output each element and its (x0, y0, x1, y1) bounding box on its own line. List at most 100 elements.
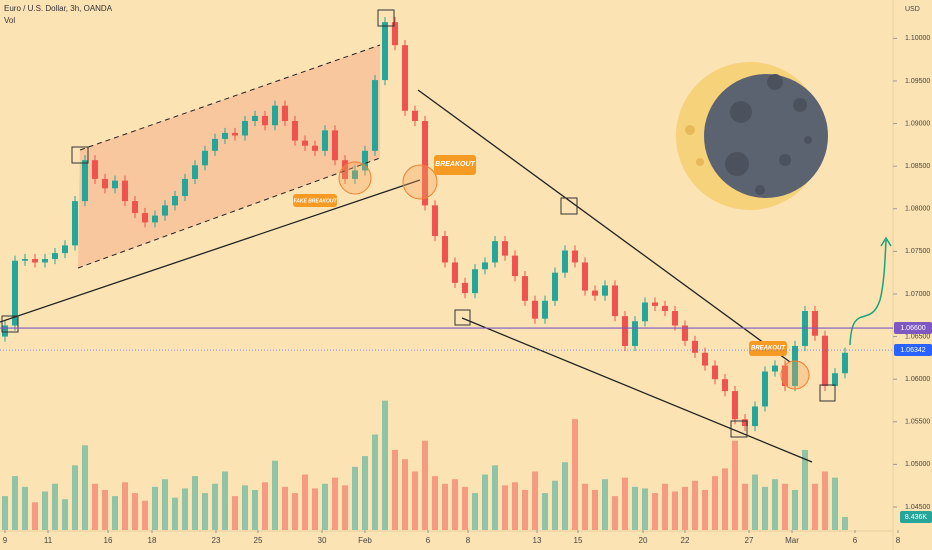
pivot-box (730, 420, 748, 438)
volume-bar (712, 476, 718, 530)
price-label-box (894, 322, 932, 335)
candle-body (42, 259, 48, 263)
candle-body (442, 236, 448, 263)
candle-body (192, 165, 198, 179)
candle-body (772, 365, 778, 372)
volume-bar (42, 491, 48, 530)
x-tick-label: 25 (254, 536, 263, 545)
price-label: 1.06600 (900, 325, 925, 332)
volume-bar (482, 474, 488, 530)
x-tick-label: 6 (426, 536, 431, 545)
volume-bar (392, 449, 398, 530)
candle-body (762, 371, 768, 407)
candle-body (562, 250, 568, 273)
y-tick-label: 1.05000 (905, 461, 930, 468)
candle-body (492, 241, 498, 263)
volume-bar (742, 483, 748, 530)
candle-body (182, 178, 188, 196)
pivot-box (377, 9, 395, 27)
candle-body (312, 145, 318, 151)
volume-bar (262, 482, 268, 530)
pivot-box (1, 315, 19, 333)
arrow-head (880, 236, 892, 247)
candle-body (482, 262, 488, 270)
x-tick-label: 16 (104, 536, 113, 545)
candle-body (722, 379, 728, 392)
x-tick-label: Mar (785, 536, 799, 545)
volume-bar (552, 480, 558, 530)
candle-body (512, 255, 518, 277)
volume-bar (32, 502, 38, 530)
x-tick-label: Feb (358, 536, 372, 545)
y-tick-label: 1.08500 (905, 163, 930, 170)
volume-bar (542, 493, 548, 530)
volume-bar (332, 477, 338, 530)
candle-body (612, 285, 618, 317)
x-tick-label: 18 (148, 536, 157, 545)
volume-bar (122, 482, 128, 530)
volume-bar (322, 483, 328, 530)
price-label-box (894, 344, 932, 357)
volume-bar (782, 483, 788, 530)
volume-bar (562, 462, 568, 530)
pivot-box (71, 146, 89, 164)
volume-bar (462, 486, 468, 530)
volume-bar (822, 471, 828, 530)
candle-body (792, 345, 798, 386)
candle-body (682, 325, 688, 341)
candle-body (572, 250, 578, 263)
volume-bar (112, 496, 118, 530)
annotation-box (749, 341, 787, 356)
volume-bar (502, 485, 508, 530)
crater (767, 74, 783, 90)
candle-body (62, 245, 68, 254)
volume-bar (452, 479, 458, 530)
candle-body (292, 120, 298, 141)
volume-bar (382, 400, 388, 530)
candle-body (662, 305, 668, 312)
candle-body (742, 419, 748, 427)
candle-body (632, 321, 638, 346)
candle-body (162, 205, 168, 216)
candle-body (212, 138, 218, 151)
volume-bar (642, 488, 648, 530)
currency-label: USD (905, 6, 920, 13)
candle-body (672, 311, 678, 326)
pivot-box (560, 197, 578, 215)
volume-bar (362, 456, 368, 530)
candle-body (702, 352, 708, 366)
y-tick-label: 1.08000 (905, 206, 930, 213)
volume-bar (302, 474, 308, 530)
annotation-box (434, 155, 476, 175)
candle-body (782, 365, 788, 386)
symbol-title[interactable]: Euro / U.S. Dollar, 3h, OANDA (4, 4, 113, 13)
trendline (0, 179, 421, 323)
candle-body (622, 316, 628, 346)
crater (730, 101, 752, 123)
volume-bar (432, 476, 438, 530)
volume-bar (202, 493, 208, 530)
trendline (417, 89, 791, 363)
volume-bar (142, 500, 148, 530)
y-tick-label: 1.09000 (905, 120, 930, 127)
x-tick-label: 13 (533, 536, 542, 545)
candle-body (92, 160, 98, 179)
volume-bar (412, 471, 418, 530)
x-tick-label: 11 (44, 536, 53, 545)
candle-body (172, 195, 178, 206)
volume-bar (602, 479, 608, 530)
volume-bar (52, 483, 58, 530)
x-tick-label: 6 (853, 536, 858, 545)
indicator-label[interactable]: Vol (4, 16, 15, 25)
volume-bar (492, 465, 498, 530)
candle-body (842, 352, 848, 374)
candle-body (372, 80, 378, 151)
volume-bar (192, 476, 198, 530)
candle-body (112, 180, 118, 189)
candle-body (2, 325, 8, 337)
candle-body (362, 150, 368, 171)
volume-bar (632, 486, 638, 530)
candle-body (122, 180, 128, 202)
